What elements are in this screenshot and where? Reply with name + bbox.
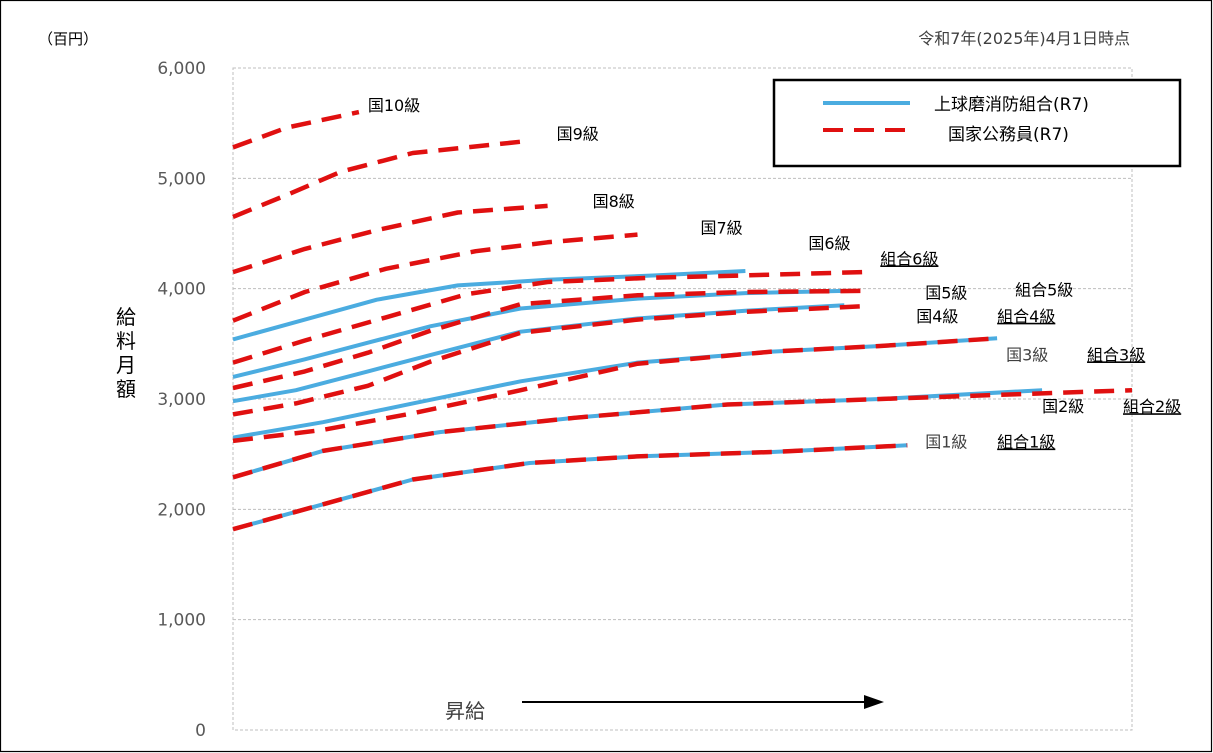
series-label-組合4級: 組合4級 (997, 307, 1055, 326)
series-label-国6級: 国6級 (808, 234, 850, 253)
series-label-組合1級: 組合1級 (997, 433, 1055, 452)
y-tick-label: 4,000 (157, 280, 206, 300)
series-label-国4級: 国4級 (916, 307, 958, 326)
series-line-国3級 (232, 336, 998, 444)
series-label-組合3級: 組合3級 (1087, 345, 1145, 364)
series-label-組合5級: 組合5級 (1015, 280, 1073, 299)
legend-label-kumiai: 上球磨消防組合(R7) (934, 95, 1089, 115)
y-tick-label: 5,000 (157, 169, 206, 189)
y-unit-label: （百円） (38, 30, 98, 48)
raise-arrow-label: 昇給 (445, 699, 485, 723)
series-line-国10級 (232, 109, 360, 150)
series-label-国2級: 国2級 (1042, 397, 1084, 416)
legend-box (772, 78, 1182, 168)
series-label-国5級: 国5級 (925, 284, 967, 303)
series-label-組合2級: 組合2級 (1123, 397, 1181, 416)
series-label-国10級: 国10級 (368, 96, 420, 115)
raise-arrow: 昇給 (445, 695, 884, 723)
y-tick-label: 1,000 (157, 611, 206, 631)
legend-label-kuni: 国家公務員(R7) (948, 125, 1069, 145)
legend: 上球磨消防組合(R7) 国家公務員(R7) (772, 78, 1182, 168)
y-tick-label: 0 (195, 721, 206, 741)
raise-arrow-head (864, 695, 884, 709)
y-tick-label: 2,000 (157, 500, 206, 520)
series-line-国5級 (232, 288, 863, 391)
series-label-組合6級: 組合6級 (880, 249, 938, 268)
series-label-国1級: 国1級 (925, 433, 967, 452)
series-label-国8級: 国8級 (593, 192, 635, 211)
series-line-国9級 (232, 138, 530, 219)
y-tick-labels: 0 1,000 2,000 3,000 4,000 5,000 6,000 (157, 59, 206, 741)
series-line-国7級 (232, 232, 638, 323)
series-line-組合6級 (232, 269, 746, 342)
y-tick-label: 6,000 (157, 59, 206, 79)
date-note: 令和7年(2025年)4月1日時点 (918, 29, 1130, 48)
series-label-国7級: 国7級 (700, 219, 742, 238)
series-line-国6級 (232, 269, 863, 365)
series-label-国3級: 国3級 (1006, 345, 1048, 364)
series-line-国8級 (232, 203, 548, 275)
series-line-国1級 (232, 443, 908, 532)
series-line-国2級 (232, 387, 1133, 480)
y-axis-title: 給料月額 (116, 305, 136, 401)
series-lines (232, 109, 1133, 532)
series-line-国4級 (232, 304, 863, 417)
y-axis-label: 給料月額 (116, 305, 136, 401)
y-tick-label: 3,000 (157, 390, 206, 410)
gridlines (232, 67, 1133, 731)
series-label-国9級: 国9級 (557, 125, 599, 144)
